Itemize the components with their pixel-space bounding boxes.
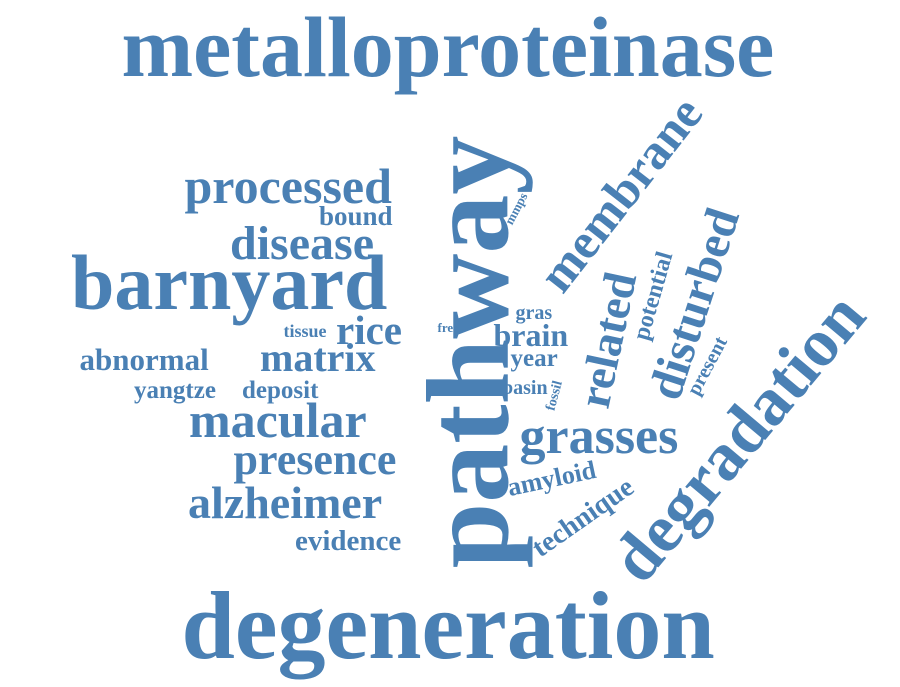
- word-brain: brain: [493, 317, 569, 353]
- word-bound: bound: [319, 200, 393, 231]
- word-presence: presence: [233, 435, 397, 484]
- word-free: free: [437, 319, 459, 335]
- word-matrix: matrix: [260, 335, 376, 380]
- word-tissue: tissue: [283, 321, 327, 341]
- word-abnormal: abnormal: [79, 341, 209, 377]
- word-basin: basin: [502, 377, 548, 399]
- word-grasses: grasses: [519, 408, 679, 465]
- word-degeneration: degeneration: [181, 572, 715, 679]
- word-deposit: deposit: [242, 376, 319, 404]
- word-barnyard: barnyard: [71, 239, 388, 326]
- word-metalloproteinase: metalloproteinase: [121, 0, 775, 95]
- word-related: related: [567, 267, 646, 413]
- word-alzheimer: alzheimer: [188, 477, 383, 528]
- word-year: year: [510, 344, 558, 372]
- word-macular: macular: [189, 392, 367, 448]
- word-gras: gras: [515, 302, 553, 324]
- word-rice: rice: [336, 306, 402, 353]
- word-processed: processed: [184, 158, 392, 214]
- word-evidence: evidence: [295, 524, 402, 557]
- word-disease: disease: [230, 217, 374, 270]
- word-yangtze: yangtze: [134, 376, 216, 404]
